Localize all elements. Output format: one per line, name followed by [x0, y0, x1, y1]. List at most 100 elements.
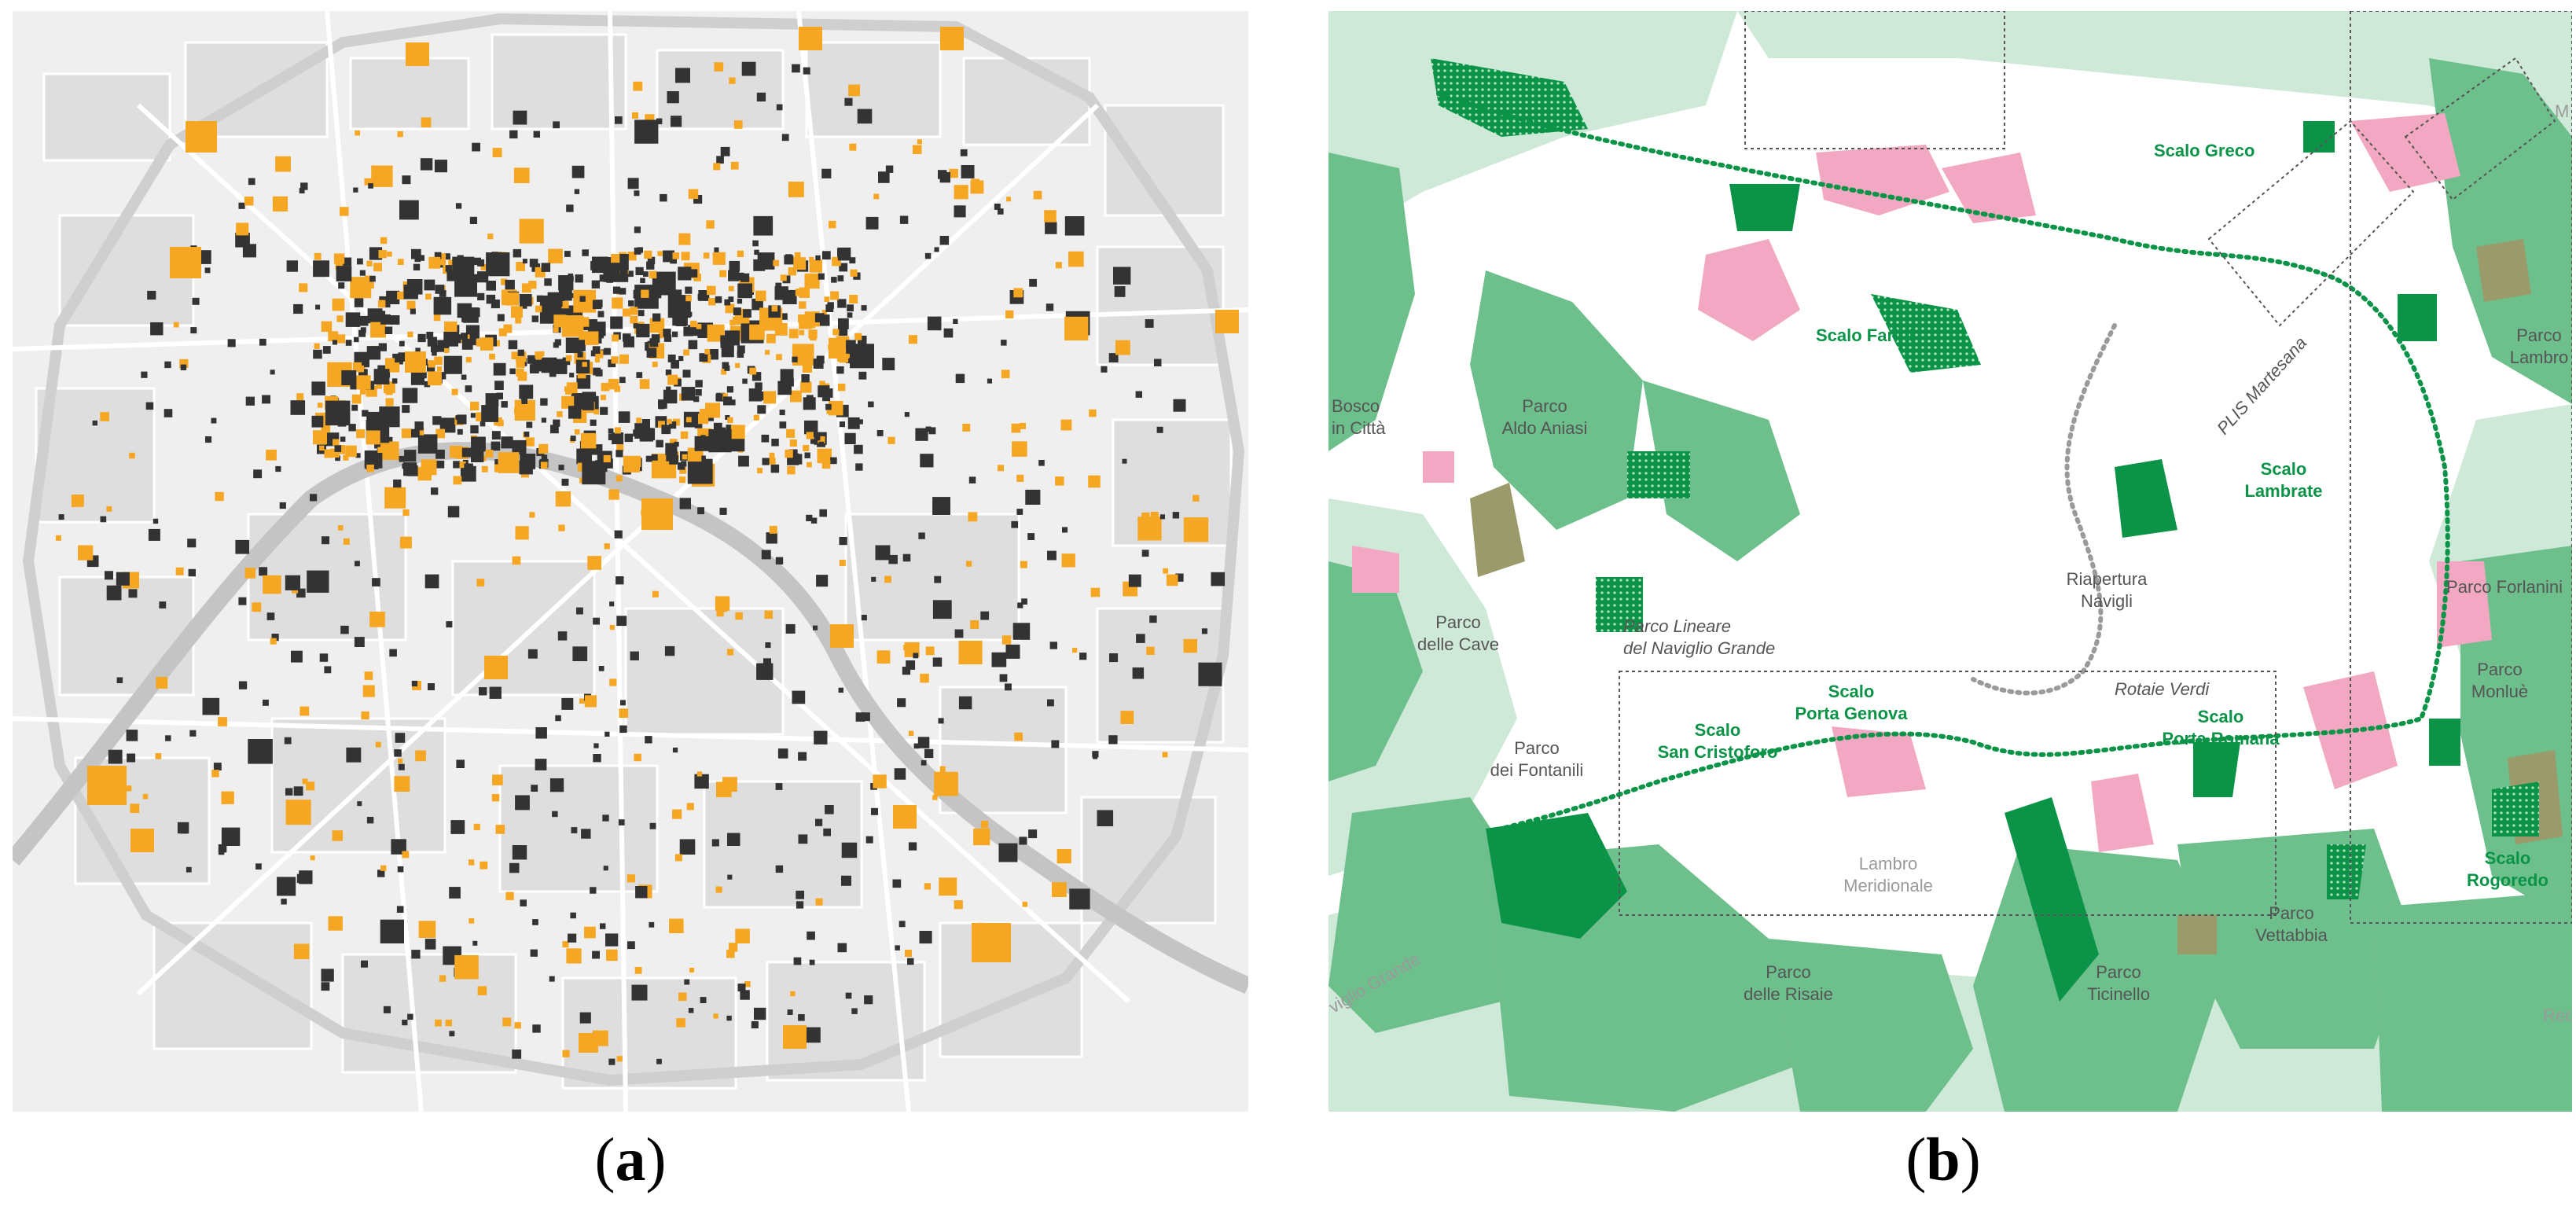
marker-square	[970, 620, 979, 629]
marker-square	[895, 945, 900, 950]
marker-square	[334, 445, 342, 452]
marker-square	[581, 829, 591, 839]
marker-square	[737, 250, 744, 257]
marker-square	[582, 249, 589, 256]
marker-square	[366, 817, 374, 824]
marker-square	[370, 322, 386, 338]
marker-square	[549, 976, 555, 982]
marker-square	[805, 1027, 821, 1043]
marker-square	[377, 300, 386, 308]
marker-square	[775, 282, 782, 289]
marker-square	[411, 950, 421, 959]
marker-square	[332, 340, 337, 345]
marker-square	[643, 271, 649, 277]
marker-square	[1092, 751, 1099, 758]
marker-square	[428, 360, 435, 368]
marker-square	[672, 809, 682, 819]
marker-square	[606, 949, 618, 961]
marker-square	[675, 315, 687, 326]
marker-square	[515, 526, 529, 540]
marker-square	[1022, 902, 1028, 907]
marker-square	[636, 323, 650, 338]
marker-square	[1060, 419, 1072, 431]
marker-square	[991, 652, 1007, 667]
marker-square	[726, 425, 732, 431]
marker-square	[535, 305, 542, 313]
marker-square	[221, 827, 241, 846]
marker-square	[58, 514, 64, 520]
marker-square	[489, 686, 502, 699]
marker-square	[461, 447, 472, 458]
marker-square	[285, 800, 311, 825]
marker-square	[428, 683, 435, 690]
marker-square	[215, 491, 224, 502]
marker-square	[1154, 358, 1162, 366]
marker-square	[726, 649, 734, 656]
marker-square	[700, 408, 707, 417]
label-riapertura-1: Riapertura	[2067, 569, 2148, 589]
marker-square	[480, 264, 487, 270]
marker-square	[608, 1058, 616, 1065]
marker-square	[341, 370, 357, 385]
marker-square	[764, 610, 773, 620]
marker-square	[932, 600, 952, 620]
marker-square	[664, 645, 675, 656]
marker-square	[380, 314, 391, 325]
label-parco-vettabbia-1: Parco	[2269, 903, 2313, 923]
marker-square	[819, 509, 827, 517]
marker-square	[1120, 711, 1134, 724]
marker-square	[693, 396, 700, 403]
marker-square	[837, 299, 847, 308]
marker-square	[372, 578, 380, 586]
marker-square	[421, 117, 432, 128]
marker-square	[611, 254, 620, 263]
marker-square	[674, 854, 682, 862]
marker-square	[555, 491, 571, 507]
marker-square	[823, 828, 831, 836]
marker-square	[958, 640, 983, 664]
marker-square	[100, 412, 109, 421]
marker-square	[527, 649, 538, 659]
marker-square	[783, 1025, 807, 1049]
marker-square	[604, 543, 610, 550]
marker-square	[583, 397, 589, 403]
marker-square	[130, 803, 140, 814]
marker-square	[634, 967, 642, 974]
marker-square	[906, 660, 916, 670]
marker-square	[270, 370, 275, 375]
marker-square	[771, 439, 779, 447]
marker-square	[1173, 399, 1186, 412]
marker-square	[453, 461, 461, 469]
marker-square	[519, 461, 533, 475]
marker-square	[721, 369, 727, 375]
marker-square	[776, 354, 782, 361]
marker-square	[592, 950, 600, 959]
marker-square	[252, 602, 262, 612]
marker-square	[838, 687, 843, 693]
marker-square	[351, 394, 362, 404]
marker-square	[221, 791, 234, 804]
marker-square	[457, 428, 463, 435]
marker-square	[599, 274, 607, 282]
marker-square	[751, 372, 762, 381]
marker-square	[623, 308, 630, 317]
marker-square	[786, 428, 796, 438]
label-parco-lambro-2: Lambro	[2510, 347, 2569, 367]
marker-square	[796, 890, 804, 899]
marker-square	[681, 387, 696, 401]
marker-square	[627, 178, 639, 189]
marker-square	[695, 389, 702, 396]
marker-square	[608, 433, 615, 440]
marker-square	[1149, 615, 1157, 623]
marker-square	[782, 289, 797, 304]
marker-square	[402, 175, 411, 185]
marker-square	[635, 267, 644, 275]
marker-square	[815, 255, 821, 261]
marker-square	[361, 960, 368, 968]
marker-square	[708, 298, 716, 306]
marker-square	[492, 774, 503, 785]
marker-square	[455, 415, 461, 421]
marker-square	[705, 403, 721, 418]
marker-square	[755, 290, 766, 302]
marker-square	[1045, 303, 1054, 311]
